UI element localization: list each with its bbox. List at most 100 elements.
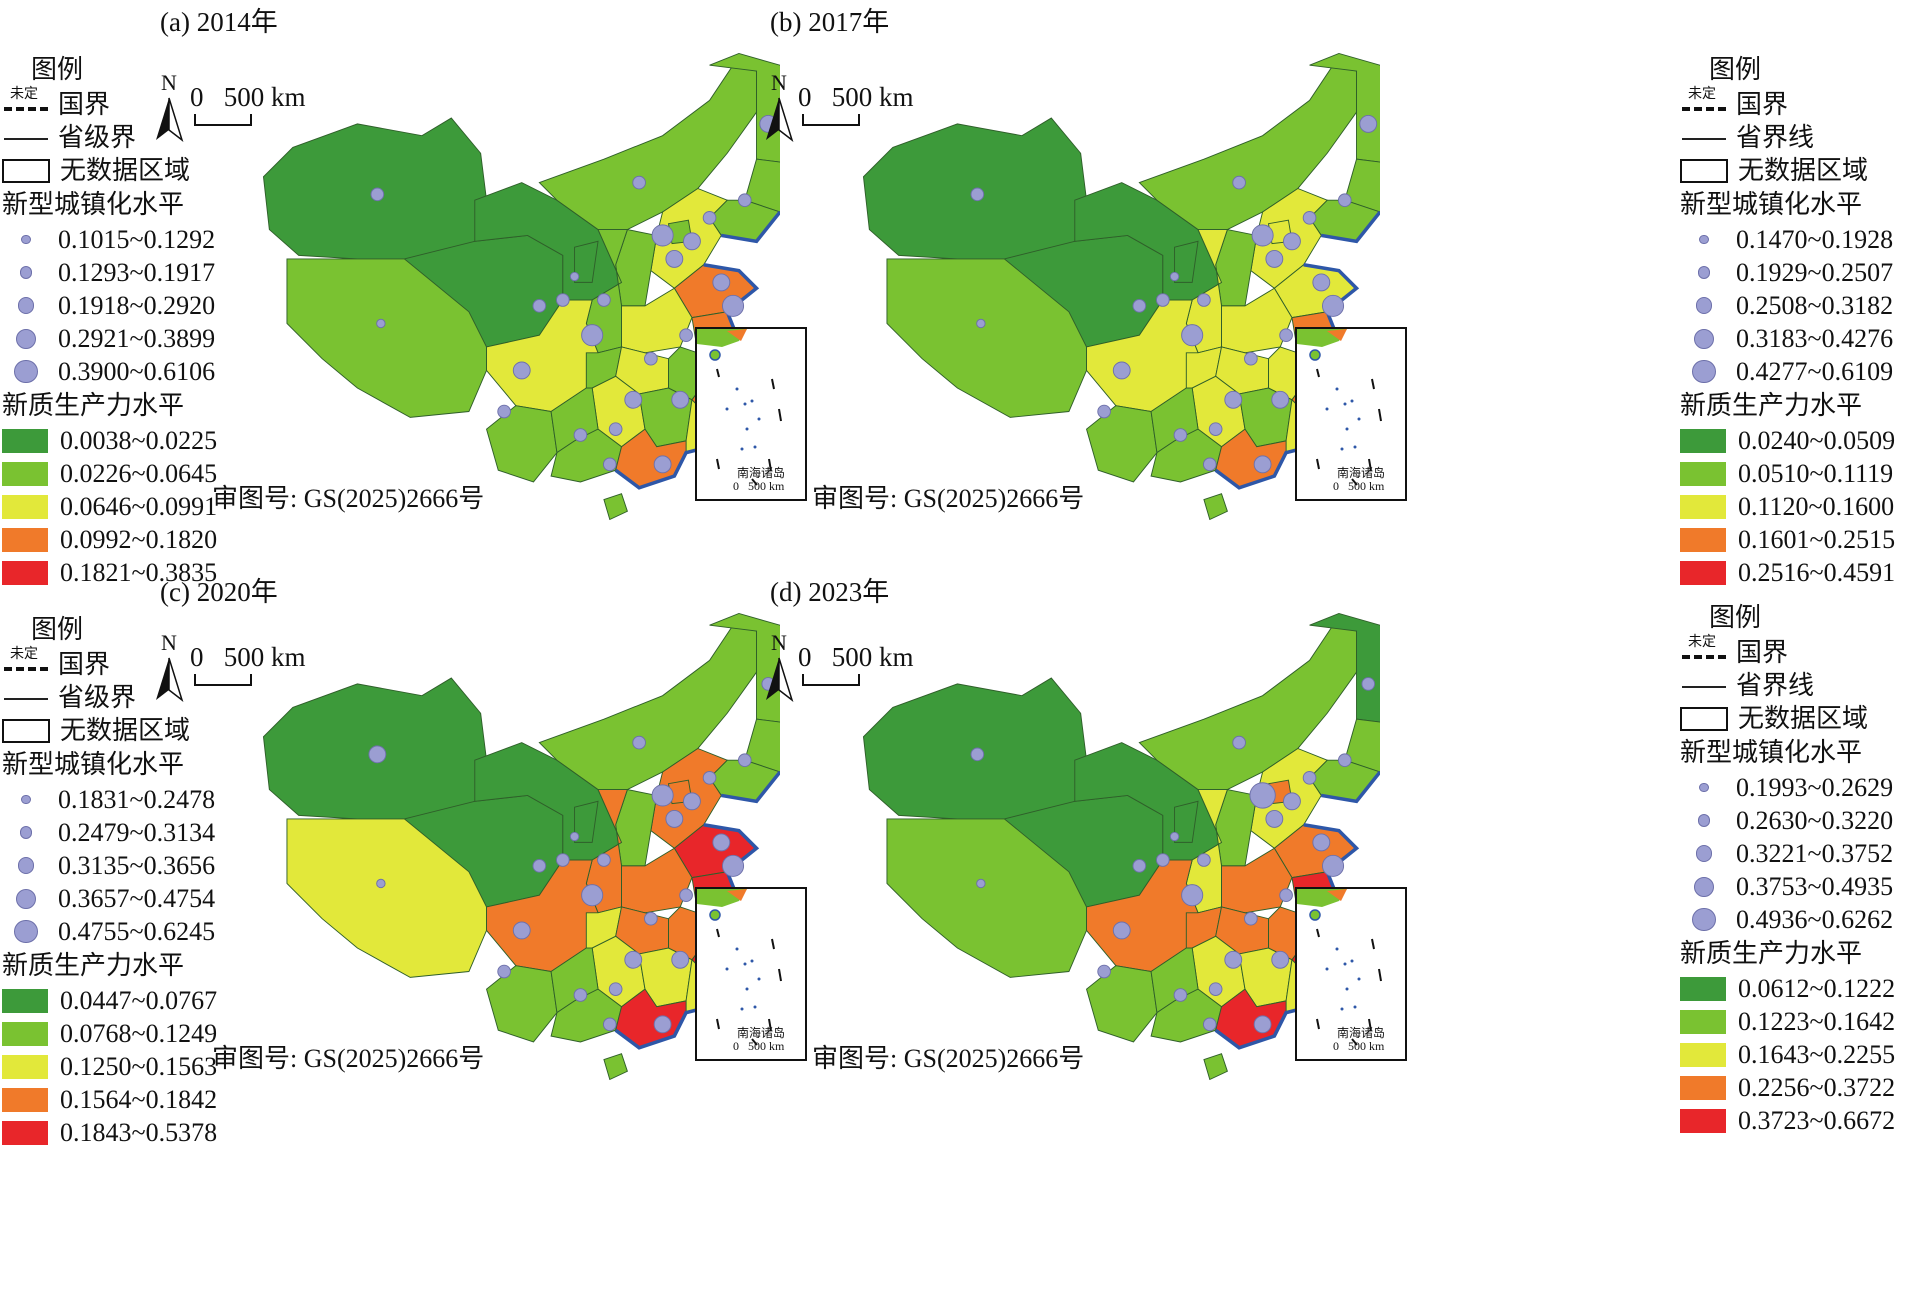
urbanization-dot bbox=[624, 390, 643, 409]
urbanization-dot bbox=[1197, 853, 1211, 867]
legend: 图例 未定 国界 省级界 无数据区域 新型城镇化水平 0.1831~0.2478 0.2479… bbox=[2, 612, 217, 1149]
scale-bar bbox=[194, 674, 252, 686]
urbanization-dot bbox=[376, 878, 386, 889]
urbanization-dot bbox=[597, 853, 611, 867]
productivity-swatch bbox=[1680, 527, 1726, 552]
productivity-class-3-label: 0.0992~0.1820 bbox=[60, 524, 218, 554]
province-gd bbox=[1215, 428, 1287, 489]
productivity-class-4: 0.1843~0.5378 bbox=[2, 1116, 217, 1149]
province-sd bbox=[673, 264, 758, 319]
province-hi bbox=[603, 1053, 628, 1081]
productivity-class-2-label: 0.1250~0.1563 bbox=[60, 1051, 218, 1081]
productivity-class-2: 0.0646~0.0991 bbox=[2, 490, 217, 523]
province-hub bbox=[615, 346, 669, 395]
north-arrow-icon bbox=[156, 657, 184, 702]
dot-icon bbox=[19, 266, 33, 279]
coastline bbox=[1214, 210, 1380, 490]
province-jx bbox=[638, 947, 693, 1008]
urbanization-dot bbox=[1322, 294, 1345, 317]
province-qh bbox=[403, 234, 564, 348]
province-yn bbox=[1085, 965, 1158, 1043]
urbanization-dot bbox=[710, 895, 733, 918]
urbanization-dot bbox=[1224, 390, 1243, 409]
province-sx bbox=[1215, 789, 1258, 867]
province-js bbox=[691, 871, 740, 920]
province-cq bbox=[1185, 346, 1223, 389]
productivity-class-4-label: 0.1843~0.5378 bbox=[60, 1117, 218, 1147]
legend-national-border: 未定 国界 bbox=[1680, 635, 1895, 669]
province-jl bbox=[744, 158, 780, 213]
inset-map bbox=[1297, 889, 1382, 1046]
inset-label: 南海诸岛 bbox=[737, 466, 786, 480]
province-sx bbox=[1215, 229, 1258, 307]
productivity-class-1: 0.0768~0.1249 bbox=[2, 1017, 217, 1050]
urbanization-class-1: 0.1293~0.1917 bbox=[2, 256, 217, 289]
inset-map bbox=[1297, 329, 1382, 486]
province-jx bbox=[1238, 947, 1293, 1008]
province-gx bbox=[550, 428, 623, 483]
urbanization-dot bbox=[1337, 753, 1352, 768]
urbanization-dot bbox=[665, 809, 684, 828]
urbanization-dot-symbol bbox=[1680, 814, 1728, 827]
urbanization-dot-symbol bbox=[2, 794, 50, 805]
urbanization-dot bbox=[1359, 114, 1378, 133]
urbanization-dot bbox=[1279, 328, 1293, 343]
province-hlj bbox=[1309, 612, 1380, 723]
urbanization-dot bbox=[725, 887, 753, 915]
province-bj bbox=[667, 219, 693, 245]
urbanization-class-4-label: 0.4277~0.6109 bbox=[1736, 356, 1894, 386]
province-hub bbox=[1215, 346, 1269, 395]
urbanization-dot bbox=[712, 833, 731, 852]
productivity-swatch bbox=[2, 494, 48, 519]
inset-label: 南海诸岛 bbox=[1337, 466, 1386, 480]
approval-number: 审图号: GS(2025)2666号 bbox=[812, 1044, 1085, 1073]
no-data-symbol bbox=[1680, 158, 1728, 183]
productivity-class-4-label: 0.3723~0.6672 bbox=[1738, 1105, 1896, 1135]
province-hn bbox=[621, 287, 693, 354]
urbanization-dot bbox=[632, 175, 646, 190]
urbanization-class-3: 0.3183~0.4276 bbox=[1680, 322, 1895, 355]
urbanization-dot bbox=[1202, 457, 1217, 472]
urbanization-dot-symbol bbox=[1680, 845, 1728, 862]
province-gz bbox=[550, 947, 599, 1014]
province-yn bbox=[1085, 405, 1158, 483]
productivity-swatch bbox=[1680, 976, 1726, 1001]
inset-label: 南海诸岛 bbox=[737, 1026, 786, 1040]
legend-national-border-label: 国界 bbox=[1736, 637, 1789, 667]
province-gd bbox=[615, 988, 687, 1049]
productivity-class-1: 0.0510~0.1119 bbox=[1680, 457, 1895, 490]
urbanization-dot bbox=[1097, 404, 1111, 419]
province-yn bbox=[485, 965, 558, 1043]
productivity-class-0: 0.0240~0.0509 bbox=[1680, 424, 1895, 457]
south-china-sea-inset: 南海诸岛 0 500 km bbox=[695, 327, 807, 501]
urbanization-dot bbox=[1224, 950, 1243, 969]
coastline bbox=[614, 770, 780, 1050]
province-gd bbox=[615, 428, 687, 489]
south-china-sea-inset: 南海诸岛 0 500 km bbox=[1295, 887, 1407, 1061]
urbanization-heading: 新型城镇化水平 bbox=[1680, 738, 1863, 767]
province-cq bbox=[585, 346, 623, 389]
dot-icon bbox=[1692, 907, 1716, 932]
productivity-class-1-label: 0.0226~0.0645 bbox=[60, 458, 218, 488]
province-jl bbox=[1344, 158, 1380, 213]
urbanization-dot bbox=[1173, 428, 1188, 442]
province-xz bbox=[286, 818, 487, 978]
urbanization-class-4-label: 0.4755~0.6245 bbox=[58, 916, 216, 946]
scale-bar bbox=[802, 114, 860, 126]
scale-label: 0 500 km bbox=[190, 82, 306, 112]
urbanization-dot bbox=[1265, 809, 1284, 828]
urbanization-dot bbox=[1156, 853, 1170, 867]
urbanization-dot bbox=[1302, 771, 1317, 785]
urbanization-dot bbox=[1279, 888, 1293, 903]
productivity-class-3: 0.0992~0.1820 bbox=[2, 523, 217, 556]
productivity-swatch bbox=[2, 1120, 48, 1145]
province-hub bbox=[1215, 906, 1269, 955]
productivity-swatch bbox=[1680, 1042, 1726, 1067]
urbanization-dot bbox=[608, 982, 623, 996]
legend-title: 图例 bbox=[1708, 603, 1761, 632]
undetermined-border-mark bbox=[1369, 399, 1376, 412]
productivity-class-0-label: 0.0240~0.0509 bbox=[1738, 425, 1896, 455]
province-xz bbox=[286, 258, 487, 418]
urbanization-dot bbox=[970, 187, 985, 202]
province-hun bbox=[591, 935, 646, 1008]
